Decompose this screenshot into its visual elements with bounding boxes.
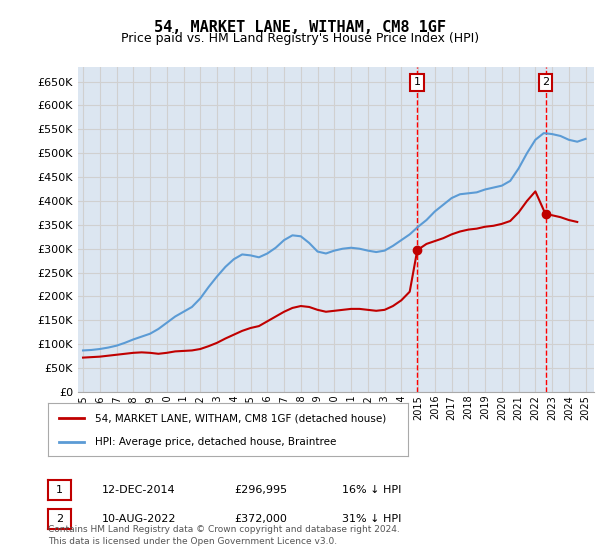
Text: HPI: Average price, detached house, Braintree: HPI: Average price, detached house, Brai… xyxy=(95,436,336,446)
Text: 10-AUG-2022: 10-AUG-2022 xyxy=(102,514,176,524)
Text: 12-DEC-2014: 12-DEC-2014 xyxy=(102,485,176,495)
Text: Price paid vs. HM Land Registry's House Price Index (HPI): Price paid vs. HM Land Registry's House … xyxy=(121,32,479,45)
Text: 54, MARKET LANE, WITHAM, CM8 1GF: 54, MARKET LANE, WITHAM, CM8 1GF xyxy=(154,20,446,35)
Text: £372,000: £372,000 xyxy=(234,514,287,524)
Text: 1: 1 xyxy=(56,485,63,495)
Text: 2: 2 xyxy=(56,514,63,524)
Text: 31% ↓ HPI: 31% ↓ HPI xyxy=(342,514,401,524)
Text: £296,995: £296,995 xyxy=(234,485,287,495)
Text: 1: 1 xyxy=(414,77,421,87)
Text: 2: 2 xyxy=(542,77,549,87)
Text: 16% ↓ HPI: 16% ↓ HPI xyxy=(342,485,401,495)
Text: Contains HM Land Registry data © Crown copyright and database right 2024.
This d: Contains HM Land Registry data © Crown c… xyxy=(48,525,400,546)
Text: 54, MARKET LANE, WITHAM, CM8 1GF (detached house): 54, MARKET LANE, WITHAM, CM8 1GF (detach… xyxy=(95,413,386,423)
